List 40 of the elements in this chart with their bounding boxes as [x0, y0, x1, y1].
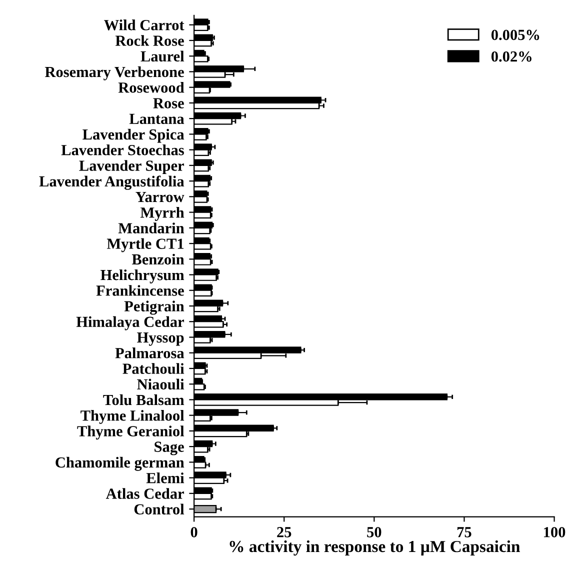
y-tick-label: Elemi [146, 472, 184, 484]
y-tick-label: Patchouli [122, 363, 184, 374]
y-tick-label: Niaouli [137, 378, 184, 390]
x-tick-label: 75 [457, 527, 472, 538]
y-tick-label: Rose [153, 98, 184, 108]
y-tick-label: Mandarin [118, 222, 184, 234]
y-tick-label: Sage [154, 442, 184, 456]
y-tick-label: Chamomile german [56, 456, 184, 471]
y-tick-label: Myrrh [140, 206, 184, 221]
x-axis-title: % activity in response to 1 µM Capsaicin [230, 540, 520, 556]
y-tick-label: Lavender Stoechas [61, 144, 184, 156]
y-tick-label: Rosewood [118, 82, 184, 93]
y-tick-label: Thyme Geraniol [77, 426, 184, 440]
y-tick-label: Frankincense [96, 285, 184, 296]
y-tick-label: Tolu Balsam [103, 394, 184, 406]
y-tick-label: Rosemary Verbenone [44, 66, 184, 80]
y-tick-label: Benzoin [132, 254, 184, 265]
x-tick-label: 25 [277, 527, 292, 538]
y-tick-label: Lantana [129, 114, 184, 124]
y-tick-label: Atlas Cedar [106, 488, 184, 499]
y-tick-label: Hyssop [137, 332, 184, 346]
y-tick-label: Petigrain [124, 300, 184, 315]
y-tick-label: Control [134, 504, 184, 514]
y-tick-label: Thyme Linalool [80, 410, 184, 424]
y-tick-label: Lavender Super [79, 160, 184, 174]
legend-label: 0.02% [491, 51, 532, 62]
y-tick-label: Palmarosa [115, 348, 184, 358]
y-tick-label: Lavender Spica [82, 128, 184, 143]
x-tick-label: 0 [190, 527, 198, 538]
y-tick-label: Laurel [140, 50, 184, 62]
y-tick-label: Yarrow [136, 192, 184, 202]
y-tick-label: Lavender Angustifolia [39, 176, 184, 190]
y-tick-label: Myrtle CT1 [106, 238, 184, 252]
y-tick-label: Rock Rose [115, 35, 184, 46]
y-tick-label: Himalaya Cedar [76, 316, 184, 330]
x-tick-label: 100 [544, 527, 566, 538]
x-tick-label: 50 [367, 527, 382, 538]
y-tick-label: Helichrysum [100, 269, 184, 284]
y-tick-label: Wild Carrot [104, 20, 184, 30]
legend-label: 0.005% [491, 30, 540, 40]
